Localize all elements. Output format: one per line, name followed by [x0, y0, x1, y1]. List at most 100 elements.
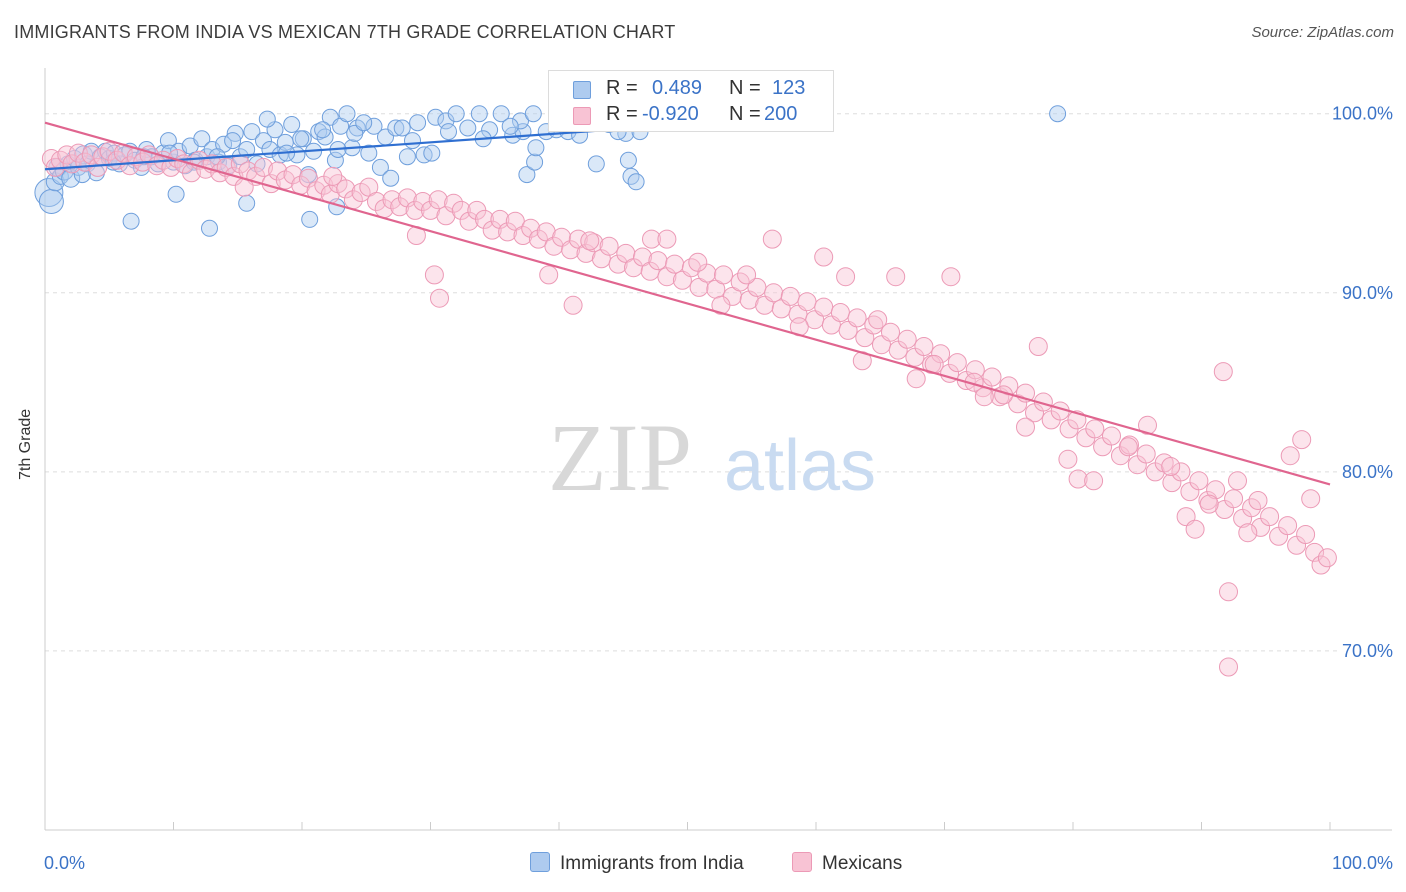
mexicans-point [665, 254, 685, 274]
india-point [526, 153, 544, 171]
india-point [224, 132, 242, 150]
mexicans-point [1016, 417, 1035, 437]
mexicans-point [847, 308, 867, 328]
mexicans-point [1058, 449, 1078, 469]
mexicans-point [947, 353, 967, 373]
mexicans-point [1292, 430, 1312, 450]
india-point [619, 151, 637, 169]
mexicans-point [367, 192, 386, 211]
mexicans-point [1280, 446, 1300, 466]
watermark-zip: ZIP [548, 404, 692, 511]
mexicans-point [599, 236, 619, 256]
mexicans-point [459, 211, 479, 231]
mexicans-point [688, 252, 708, 272]
mexicans-point [931, 344, 951, 364]
mexicans-point [1118, 437, 1138, 457]
india-point [492, 105, 510, 123]
mexicans-point [974, 387, 994, 407]
mexicans-point [830, 303, 850, 322]
india-point [1049, 105, 1067, 123]
stats-box: R = 0.489 N = 123 R = -0.920 N = 200 [548, 70, 834, 132]
india-point [301, 210, 319, 228]
mexicans-point [428, 190, 448, 210]
india-point [382, 169, 400, 187]
mexicans-point [580, 231, 600, 251]
india-point [427, 108, 445, 126]
mexicans-point [1260, 507, 1280, 527]
india-point [518, 166, 536, 184]
mexicans-point [762, 229, 782, 249]
mexicans-point [1171, 462, 1191, 482]
india-point [122, 212, 140, 230]
mexicans-point [814, 297, 834, 317]
mexicans-point [1136, 444, 1156, 464]
india-point [271, 146, 289, 164]
mexicans-point [196, 159, 216, 179]
india-point [34, 178, 64, 207]
stats-n-label: N = [729, 77, 761, 99]
mexicans-point [1189, 471, 1209, 491]
mexicans-point [576, 243, 596, 263]
india-point [355, 114, 373, 132]
mexicans-point [648, 251, 668, 271]
india-point [440, 123, 457, 141]
mexicans-point [914, 337, 934, 356]
mexicans-point [382, 190, 402, 210]
mexicans-point [482, 220, 502, 240]
source-label: Source: ZipAtlas.com [1251, 24, 1394, 41]
india-point [398, 148, 416, 166]
mexicans-point [814, 247, 834, 267]
mexicans-point [1311, 555, 1331, 575]
stats-swatch-india [573, 81, 591, 99]
india-point [587, 155, 605, 173]
mexicans-point [323, 166, 343, 186]
india-point [387, 119, 405, 137]
mexicans-point [421, 200, 440, 220]
mexicans-point [1068, 469, 1088, 489]
mexicans-point [780, 286, 800, 306]
mexicans-point [836, 267, 856, 287]
mexicans-point [1206, 480, 1226, 500]
stats-row-mexicans: R = -0.920 N = 200 [549, 103, 833, 129]
legend-item-india: Immigrants from India [530, 852, 744, 875]
stats-r-value: -0.920 [642, 103, 699, 125]
india-point [159, 132, 177, 150]
y-tick-label: 90.0% [1342, 283, 1393, 303]
y-tick-label: 80.0% [1342, 462, 1393, 482]
india-point [338, 105, 356, 123]
mexicans-point [539, 265, 559, 285]
mexicans-point [1185, 519, 1205, 539]
legend-swatch-mexicans [792, 852, 812, 872]
mexicans-point [764, 283, 784, 303]
mexicans-point [475, 209, 494, 229]
x-tick-label: 100.0% [1332, 853, 1393, 873]
india-point [238, 194, 256, 212]
mexicans-point [1219, 582, 1238, 602]
mexicans-point [868, 310, 888, 330]
india-point [371, 158, 389, 176]
mexicans-point [513, 226, 533, 245]
mexicans-point [1154, 453, 1174, 473]
mexicans-point [50, 150, 70, 170]
mexicans-point [1248, 491, 1268, 510]
mexicans-point [88, 157, 108, 177]
mexicans-point [711, 295, 731, 315]
india-point [243, 123, 261, 141]
india-point [501, 117, 519, 135]
watermark: ZIP atlas [548, 404, 876, 511]
axes [44, 68, 1392, 831]
mexicans-point [657, 229, 677, 249]
stats-swatch-mexicans [573, 107, 591, 125]
legend-label-mexicans: Mexicans [822, 853, 903, 874]
mexicans-point [561, 240, 581, 260]
tick-labels: 70.0% 80.0% 90.0% 100.0% 0.0% 100.0% [44, 104, 1393, 873]
stats-r-label: R = [606, 103, 638, 125]
india-point [423, 144, 441, 162]
stats-row-india: R = 0.489 N = 123 [549, 77, 833, 103]
mexicans-point [906, 369, 926, 389]
mexicans-point [681, 258, 701, 278]
x-tick-label: 0.0% [44, 853, 85, 873]
india-point [201, 219, 218, 237]
mexicans-point [1278, 516, 1298, 536]
